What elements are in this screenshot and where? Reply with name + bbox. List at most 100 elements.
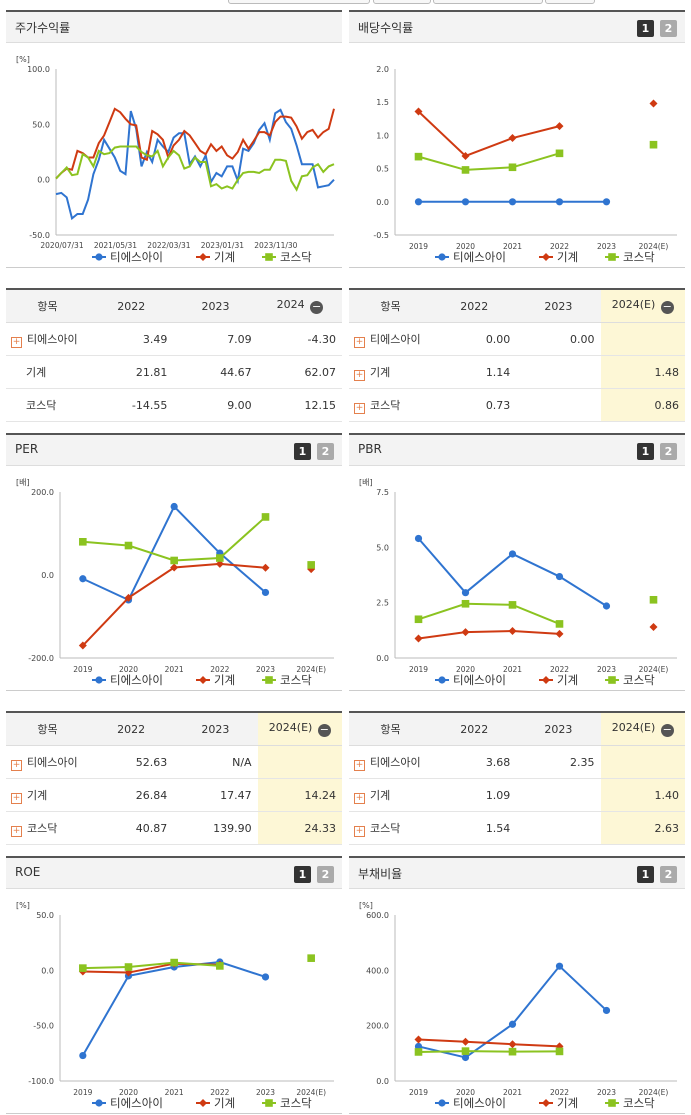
row-name[interactable]: 티에스아이 — [27, 332, 78, 346]
data-point-industry — [461, 1037, 470, 1046]
estimate-point-industry — [307, 565, 316, 574]
page-1-button[interactable]: 1 — [637, 866, 654, 883]
y-tick-label: 200.0 — [366, 1022, 389, 1031]
page-2-button[interactable]: 2 — [660, 20, 677, 37]
y-tick-label: -0.5 — [373, 231, 389, 240]
collapse-icon[interactable]: − — [310, 300, 324, 314]
table-row: + 기계 26.84 17.47 14.24 — [6, 778, 342, 812]
legend-marker-industry — [199, 676, 207, 684]
legend-label-company: 티에스아이 — [453, 673, 506, 687]
row-name[interactable]: 기계 — [27, 788, 48, 802]
value-cell: 1.40 — [600, 778, 685, 812]
value-cell: 0.86 — [600, 388, 685, 422]
expand-plus-icon[interactable]: + — [354, 792, 365, 804]
col-header-text: 2023 — [544, 722, 573, 736]
x-tick-label: 2022/03/31 — [147, 241, 190, 250]
collapse-icon[interactable]: − — [660, 723, 674, 737]
collapse-icon[interactable]: − — [660, 300, 674, 314]
panel-title: PBR — [358, 442, 382, 456]
page-1-button[interactable]: 1 — [294, 866, 311, 883]
per-chart: [배]200.0 0.0 -200.0 2019 2020 2021 2022 2023 202… — [16, 478, 334, 687]
y-tick-label: 100.0 — [27, 65, 50, 74]
y-tick-label: 0.0 — [376, 654, 389, 663]
x-tick-label: 2019 — [409, 665, 428, 674]
data-point-company — [602, 198, 611, 206]
y-tick-label: -200.0 — [28, 654, 54, 663]
expand-plus-icon[interactable]: + — [354, 825, 365, 837]
pbr-chart: [배]7.5 5.0 2.5 0.0 2019 2020 2021 2022 2023 2024(… — [359, 478, 677, 687]
page-1-button[interactable]: 1 — [637, 443, 654, 460]
col-header-year: 2023 — [516, 289, 601, 323]
expand-plus-icon[interactable]: + — [354, 369, 365, 381]
table-row: 기계 21.81 44.67 62.07 — [6, 355, 342, 389]
series-line-kosdaq — [82, 961, 220, 970]
col-header-year: 2023 — [516, 712, 601, 746]
legend-label-kosdaq: 코스닥 — [280, 673, 312, 687]
value-cell: 2.35 — [516, 745, 601, 779]
page-2-button[interactable]: 2 — [317, 443, 334, 460]
y-tick-label: 0.5 — [376, 165, 389, 174]
row-name[interactable]: 기계 — [370, 788, 391, 802]
expand-plus-icon[interactable]: + — [354, 402, 365, 414]
x-tick-label: 2022 — [550, 242, 569, 251]
expand-plus-icon[interactable]: + — [11, 792, 22, 804]
x-tick-label: 2021 — [503, 242, 522, 251]
legend-label-industry: 기계 — [214, 673, 235, 687]
legend-label-kosdaq: 코스닥 — [280, 250, 312, 264]
col-header-year: 2024(E) − — [600, 289, 685, 323]
row-name-cell: 기계 — [6, 355, 90, 389]
col-header-item: 항목 — [349, 712, 433, 746]
legend-label-kosdaq: 코스닥 — [623, 673, 655, 687]
series-line-industry — [82, 562, 266, 647]
value-cell: 9.00 — [173, 388, 258, 422]
col-header-year: 2022 — [432, 289, 517, 323]
expand-plus-icon[interactable]: + — [11, 825, 22, 837]
y-tick-label: 50.0 — [36, 911, 54, 920]
data-point-kosdaq — [170, 958, 178, 967]
table-row: + 티에스아이 52.63 N/A — [6, 745, 342, 779]
value-cell: 3.49 — [89, 322, 174, 356]
expand-plus-icon[interactable]: + — [11, 759, 22, 771]
row-name[interactable]: 기계 — [370, 365, 391, 379]
data-point-company — [79, 1051, 87, 1060]
data-point-industry — [414, 1035, 423, 1044]
value-cell — [516, 388, 601, 422]
y-unit-label: [%] — [16, 901, 30, 910]
series-line-kosdaq — [418, 602, 560, 625]
panel-title: 주가수익률 — [15, 21, 71, 35]
legend-marker-company — [95, 676, 103, 684]
row-name-cell: + 기계 — [349, 778, 433, 812]
row-name[interactable]: 코스닥 — [370, 398, 401, 412]
table-row: + 티에스아이 3.68 2.35 — [349, 745, 685, 779]
data-point-kosdaq — [216, 554, 224, 562]
data-point-industry — [508, 134, 517, 143]
expand-plus-icon[interactable]: + — [354, 759, 365, 771]
page-2-button[interactable]: 2 — [660, 866, 677, 883]
collapse-icon[interactable]: − — [317, 723, 331, 737]
legend-marker-kosdaq — [265, 1099, 273, 1107]
value-cell: 139.90 — [173, 811, 258, 845]
data-point-company — [261, 588, 270, 597]
x-tick-label: 2023 — [597, 242, 616, 251]
legend-label-company: 티에스아이 — [453, 1096, 506, 1110]
row-name[interactable]: 티에스아이 — [27, 755, 78, 769]
expand-plus-icon[interactable]: + — [354, 336, 365, 348]
row-name[interactable]: 코스닥 — [27, 821, 58, 835]
series-line-industry — [418, 629, 560, 640]
data-point-kosdaq — [555, 149, 564, 158]
page-1-button[interactable]: 1 — [637, 20, 654, 37]
col-header-year: 2024 − — [257, 289, 342, 323]
table-row: + 코스닥 0.73 0.86 — [349, 388, 685, 422]
page-2-button[interactable]: 2 — [660, 443, 677, 460]
legend-marker-kosdaq — [608, 676, 616, 684]
row-name[interactable]: 티에스아이 — [370, 332, 421, 346]
page-2-button[interactable]: 2 — [317, 866, 334, 883]
row-name[interactable]: 티에스아이 — [370, 755, 421, 769]
page-1-button[interactable]: 1 — [294, 443, 311, 460]
expand-plus-icon[interactable]: + — [11, 336, 22, 348]
y-tick-label: 0.0 — [376, 198, 389, 207]
value-cell: 62.07 — [257, 355, 342, 389]
row-name-cell: + 코스닥 — [349, 811, 433, 845]
row-name[interactable]: 코스닥 — [370, 821, 401, 835]
